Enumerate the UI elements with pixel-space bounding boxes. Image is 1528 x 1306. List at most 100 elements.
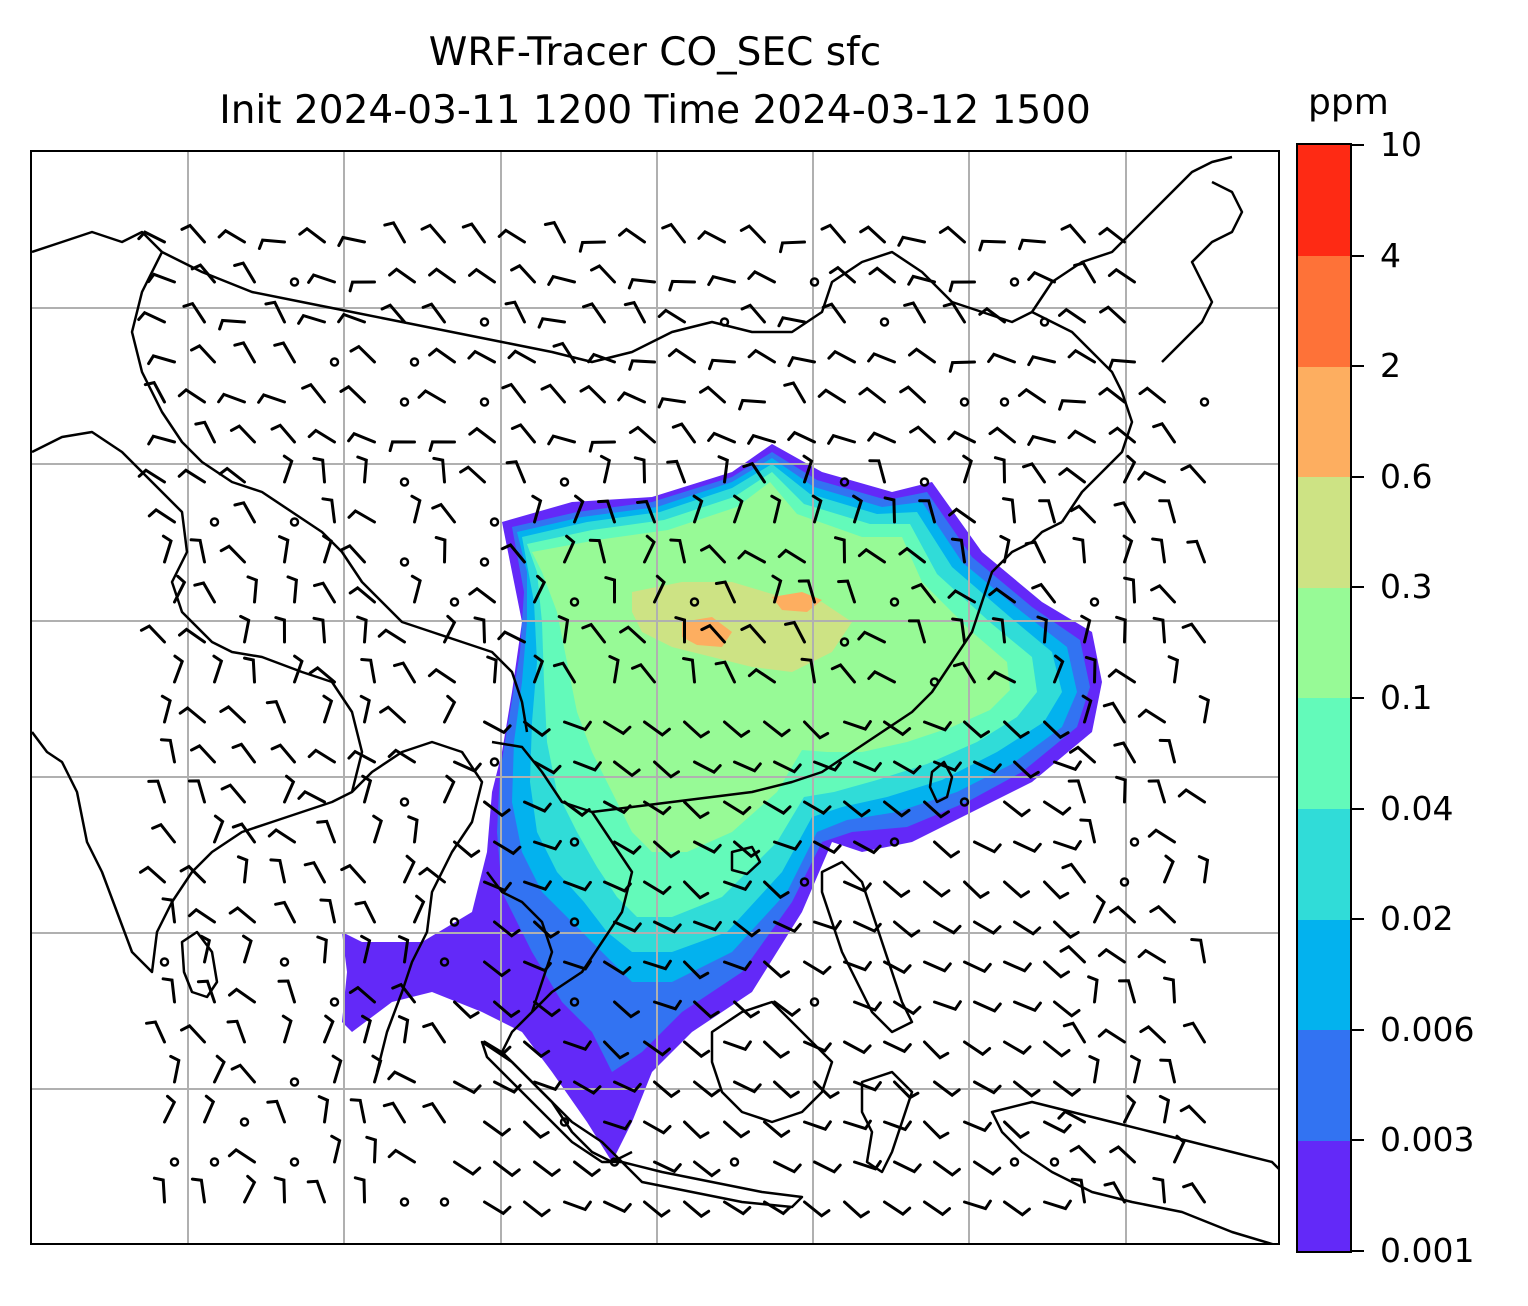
wind-barb	[590, 264, 616, 284]
wind-barb	[909, 425, 936, 444]
wind-barb	[1099, 305, 1126, 324]
wind-barb	[360, 658, 376, 684]
calm-marker	[329, 997, 340, 1007]
wind-barb	[523, 880, 552, 891]
wind-barb	[387, 1148, 416, 1164]
wind-barb	[828, 265, 856, 284]
wind-barb	[493, 840, 522, 856]
wind-barb	[139, 865, 166, 884]
wind-barb	[1115, 775, 1127, 804]
wind-barb	[834, 536, 846, 564]
wind-barb	[233, 341, 256, 364]
wind-barb	[993, 456, 1006, 484]
wind-barb	[552, 341, 576, 364]
wind-barb	[707, 431, 736, 444]
coastline-sulawesi	[860, 1070, 914, 1174]
wind-barb	[738, 398, 766, 411]
wind-barb	[1043, 1120, 1072, 1134]
wind-barb	[297, 789, 326, 804]
calm-marker	[559, 477, 570, 487]
colorbar-tick-label: 0.3	[1380, 567, 1433, 607]
wind-barb	[1097, 1028, 1126, 1044]
wind-barb	[827, 433, 856, 445]
wind-barb	[147, 508, 176, 524]
wind-barb	[233, 261, 256, 284]
wind-barb	[523, 1040, 551, 1059]
wind-barb	[883, 1120, 912, 1132]
wind-barb	[952, 661, 976, 684]
colorbar-tick	[1352, 586, 1364, 589]
wind-barb	[159, 738, 176, 764]
wind-barb	[740, 623, 766, 644]
wind-barb	[563, 800, 591, 818]
calm-marker	[729, 1157, 740, 1167]
wind-barb	[1043, 800, 1072, 816]
calm-marker	[409, 357, 420, 367]
wind-barb	[853, 840, 882, 855]
wind-barb	[893, 1000, 922, 1016]
map-panel	[30, 150, 1280, 1245]
wind-barb	[803, 960, 832, 976]
wind-barb	[1137, 948, 1166, 964]
wind-barb	[1190, 938, 1206, 964]
wind-barb	[379, 705, 406, 724]
wind-barb	[1003, 1200, 1031, 1217]
wind-barb	[852, 494, 863, 524]
wind-barb	[483, 960, 511, 978]
wind-barb	[843, 1119, 872, 1131]
calm-marker	[1009, 1157, 1020, 1167]
wind-barb	[459, 465, 486, 484]
wind-barb	[243, 656, 256, 684]
wind-barb	[137, 310, 166, 324]
calm-marker	[169, 1157, 180, 1167]
wind-barb	[773, 920, 802, 934]
wind-barb	[853, 1080, 882, 1092]
wind-barb	[563, 720, 592, 732]
wind-barb	[1043, 720, 1070, 740]
colorbar-tick-label: 0.02	[1380, 899, 1454, 939]
coastline-china-east	[591, 520, 1063, 814]
wind-barb	[151, 822, 176, 844]
wind-barb	[803, 1120, 832, 1131]
wind-barb	[187, 779, 206, 804]
wind-barb	[322, 694, 334, 724]
wind-barb	[1181, 622, 1206, 644]
wind-barb	[777, 316, 806, 328]
wind-barb	[193, 581, 216, 604]
colorbar-tick-label: 0.001	[1380, 1231, 1475, 1270]
wind-barb	[802, 454, 814, 484]
wind-barb	[763, 1120, 791, 1139]
wind-barb	[723, 1040, 752, 1052]
wind-barb	[883, 880, 911, 899]
wind-barb	[1158, 499, 1176, 524]
wind-barb	[387, 748, 416, 764]
wind-barb	[1123, 454, 1137, 484]
colorbar-tick-label: 0.006	[1380, 1009, 1475, 1049]
colorbar-segment	[1298, 476, 1350, 588]
wind-barb	[653, 840, 680, 859]
calm-marker	[279, 957, 290, 967]
wind-barb	[233, 501, 256, 524]
wind-barb	[274, 616, 286, 644]
wind-barb	[543, 220, 566, 244]
wind-barb	[1113, 741, 1136, 764]
wind-barb	[883, 720, 912, 737]
colorbar-tick	[1352, 918, 1364, 921]
wind-barb	[1123, 576, 1136, 604]
calm-marker	[399, 1197, 410, 1207]
wind-barb	[763, 800, 792, 815]
wind-barb	[707, 274, 736, 286]
wind-barb	[413, 894, 426, 924]
wind-barb	[988, 587, 1016, 604]
wind-barb	[483, 880, 512, 893]
wind-barb	[1081, 694, 1093, 724]
wind-barb	[173, 574, 187, 604]
wind-barb	[510, 263, 536, 284]
wind-barb	[313, 581, 336, 604]
wind-barb	[161, 897, 176, 924]
wind-barb	[999, 534, 1011, 564]
wind-barb	[963, 1199, 992, 1211]
wind-barb	[1108, 358, 1136, 371]
wind-barb	[671, 422, 696, 444]
wind-barb	[239, 614, 251, 644]
